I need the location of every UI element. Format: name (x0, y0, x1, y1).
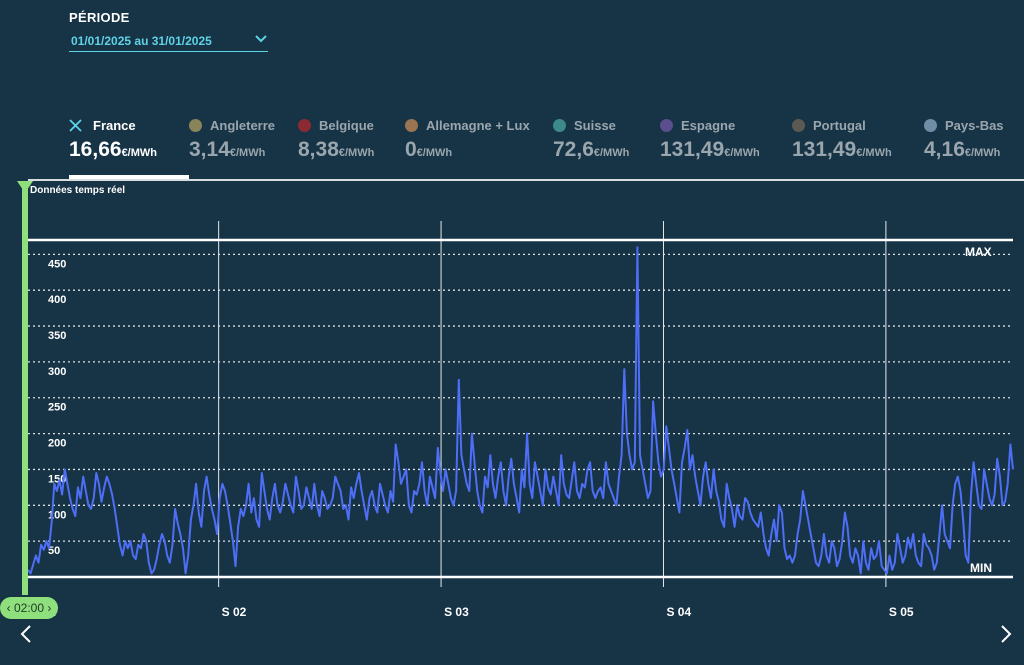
active-tab-indicator (69, 175, 189, 179)
chevron-down-icon (255, 35, 267, 43)
tab-france-value: 16,66€/MWh (69, 138, 158, 161)
close-icon[interactable] (69, 119, 82, 132)
chevron-left-small-icon: ‹ (6, 601, 11, 615)
min-label: MIN (970, 561, 992, 575)
tab-pays-bas-label: Pays-Bas (945, 118, 1004, 133)
tab-france-label: France (93, 118, 136, 133)
espagne-dot-icon (660, 119, 673, 132)
y-tick-label-150: 150 (48, 473, 66, 485)
chevron-right-icon[interactable] (994, 620, 1018, 648)
week-label-S 03: S 03 (444, 605, 469, 619)
tab-pays-bas-value: 4,16€/MWh (924, 138, 1001, 161)
tab-suisse-value: 72,6€/MWh (553, 138, 630, 161)
periode-value: 01/01/2025 au 31/01/2025 (71, 34, 212, 48)
tab-espagne-label: Espagne (681, 118, 736, 133)
tabs-divider (28, 179, 1024, 181)
angleterre-dot-icon (189, 119, 202, 132)
y-tick-label-250: 250 (48, 402, 66, 414)
tab-allemagne-lux-label: Allemagne + Lux (426, 118, 530, 133)
chevron-right-small-icon: › (47, 601, 52, 615)
series-line-france (27, 246, 1014, 575)
suisse-dot-icon (553, 119, 566, 132)
belgique-dot-icon (298, 119, 311, 132)
y-tick-label-450: 450 (48, 258, 66, 270)
tab-angleterre-value: 3,14€/MWh (189, 138, 266, 161)
realtime-label: Données temps réel (30, 185, 126, 196)
week-label-S 05: S 05 (889, 605, 914, 619)
y-tick-label-300: 300 (48, 366, 66, 378)
tab-suisse-label: Suisse (574, 118, 616, 133)
week-label-S 04: S 04 (666, 605, 691, 619)
country-tabs: France 16,66€/MWh Angleterre 3,14€/MWh B… (0, 108, 1024, 180)
tab-espagne-value: 131,49€/MWh (660, 138, 760, 161)
y-tick-label-400: 400 (48, 294, 66, 306)
tab-belgique-label: Belgique (319, 118, 374, 133)
tab-belgique-value: 8,38€/MWh (298, 138, 375, 161)
tab-allemagne-lux-value: 0€/MWh (405, 138, 453, 161)
tab-angleterre-label: Angleterre (210, 118, 276, 133)
periode-label: PÉRIODE (69, 10, 130, 25)
y-tick-label-200: 200 (48, 438, 66, 450)
max-label: MAX (965, 245, 992, 259)
cursor-time: 02:00 (13, 601, 45, 615)
portugal-dot-icon (792, 119, 805, 132)
allemagne-lux-dot-icon (405, 119, 418, 132)
tab-portugal-label: Portugal (813, 118, 866, 133)
y-tick-label-350: 350 (48, 330, 66, 342)
pays-bas-dot-icon (924, 119, 937, 132)
tab-france[interactable]: France 16,66€/MWh (69, 108, 189, 180)
time-cursor-handle[interactable]: ‹ 02:00 › (0, 597, 58, 619)
periode-dropdown[interactable]: 01/01/2025 au 31/01/2025 (69, 31, 268, 52)
time-cursor-head[interactable] (17, 181, 33, 193)
y-tick-label-100: 100 (48, 509, 66, 521)
y-tick-label-50: 50 (48, 545, 60, 557)
week-label-S 02: S 02 (222, 605, 247, 619)
tab-portugal-value: 131,49€/MWh (792, 138, 892, 161)
chevron-left-icon[interactable] (14, 620, 38, 648)
time-cursor-line[interactable] (22, 183, 28, 595)
